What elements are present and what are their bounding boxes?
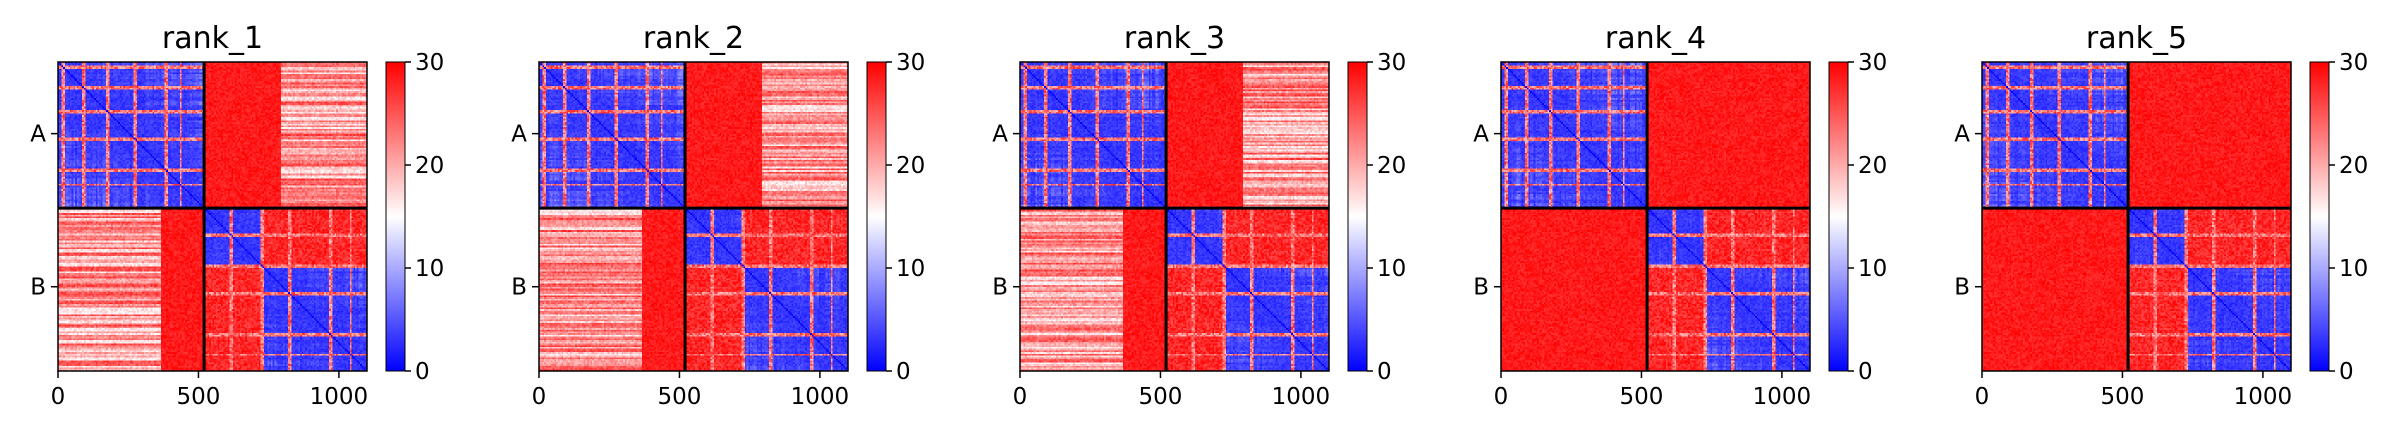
x-tick-label: 0 (51, 384, 66, 410)
colorbar-tick-label: 0 (2339, 359, 2354, 385)
panel-rank_4: rank_4 0 500 1000 A B 0 10 20 30 (1473, 21, 1887, 410)
x-tick-label: 500 (1139, 384, 1183, 410)
x-tick-label: 0 (1494, 384, 1509, 410)
colorbar-tick-label: 0 (896, 359, 911, 385)
colorbar (1828, 61, 1849, 372)
axes-frame (1981, 61, 2292, 372)
x-tick-label: 500 (2101, 384, 2145, 410)
colorbar-tick-label: 20 (1377, 153, 1406, 179)
colorbar-tick-label: 30 (2339, 50, 2368, 76)
x-tick-label: 1000 (1753, 384, 1812, 410)
heatmap-image (1501, 62, 1810, 371)
x-tick-label: 0 (1013, 384, 1028, 410)
panel-rank_1: rank_1 0 500 1000 A B 0 10 20 30 (30, 21, 444, 410)
y-tick-label: A (511, 122, 527, 148)
x-tick-label: 500 (1620, 384, 1664, 410)
x-tick-label: 500 (177, 384, 221, 410)
axes-frame (538, 61, 849, 372)
y-tick-label: B (1954, 275, 1970, 301)
panel-rank_5: rank_5 0 500 1000 A B 0 10 20 30 (1954, 21, 2368, 410)
panel-rank_3: rank_3 0 500 1000 A B 0 10 20 30 (992, 21, 1406, 410)
heatmap-image (1982, 62, 2291, 371)
colorbar-tick-label: 30 (415, 50, 444, 76)
x-tick-label: 1000 (2234, 384, 2293, 410)
panel-rank_2: rank_2 0 500 1000 A B 0 10 20 30 (511, 21, 925, 410)
colorbar-tick-label: 10 (415, 256, 444, 282)
axes-frame (1019, 61, 1330, 372)
x-tick-label: 1000 (1272, 384, 1331, 410)
panel-title: rank_4 (1605, 21, 1706, 56)
heatmap-image (1020, 62, 1329, 371)
colorbar-tick-label: 20 (1858, 153, 1887, 179)
colorbar-tick-label: 20 (896, 153, 925, 179)
x-tick-label: 1000 (791, 384, 850, 410)
colorbar (385, 61, 406, 372)
x-tick-label: 0 (1975, 384, 1990, 410)
colorbar-tick-label: 30 (1377, 50, 1406, 76)
x-tick-label: 1000 (310, 384, 369, 410)
x-tick-label: 0 (532, 384, 547, 410)
y-tick-label: B (992, 275, 1008, 301)
colorbar (1347, 61, 1368, 372)
colorbar-tick-label: 10 (2339, 256, 2368, 282)
colorbar (866, 61, 887, 372)
colorbar-tick-label: 0 (1858, 359, 1873, 385)
axes-frame (57, 61, 368, 372)
colorbar-tick-label: 10 (896, 256, 925, 282)
panel-title: rank_5 (2086, 21, 2187, 56)
y-tick-label: B (1473, 275, 1489, 301)
panel-title: rank_2 (643, 21, 744, 56)
y-tick-label: B (511, 275, 527, 301)
colorbar (2309, 61, 2330, 372)
colorbar-tick-label: 0 (415, 359, 430, 385)
panel-title: rank_1 (162, 21, 263, 56)
panel-title: rank_3 (1124, 21, 1225, 56)
y-tick-label: B (30, 275, 46, 301)
x-tick-label: 500 (658, 384, 702, 410)
colorbar-tick-label: 30 (896, 50, 925, 76)
axes-frame (1500, 61, 1811, 372)
colorbar-tick-label: 10 (1858, 256, 1887, 282)
y-tick-label: A (1473, 122, 1489, 148)
heatmap-image (539, 62, 848, 371)
colorbar-tick-label: 20 (415, 153, 444, 179)
heatmap-image (58, 62, 367, 371)
y-tick-label: A (992, 122, 1008, 148)
y-tick-label: A (1954, 122, 1970, 148)
colorbar-tick-label: 30 (1858, 50, 1887, 76)
colorbar-tick-label: 10 (1377, 256, 1406, 282)
colorbar-tick-label: 20 (2339, 153, 2368, 179)
y-tick-label: A (30, 122, 46, 148)
colorbar-tick-label: 0 (1377, 359, 1392, 385)
